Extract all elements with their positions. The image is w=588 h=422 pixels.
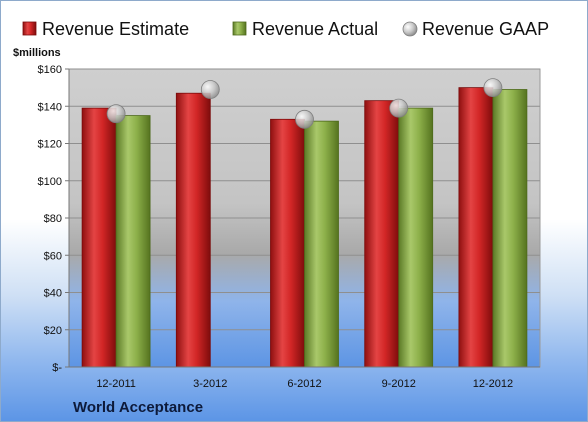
legend: Revenue Estimate Revenue Actual Revenue GA… xyxy=(22,19,549,39)
x-tick-label: 3-2012 xyxy=(193,378,227,390)
y-axis-units-label: $millions xyxy=(13,47,61,59)
y-tick-label: $100 xyxy=(38,176,62,188)
legend-label: Revenue GAAP xyxy=(422,19,549,39)
bar-revenue-actual xyxy=(304,120,339,368)
bar-revenue-estimate xyxy=(175,92,211,368)
bar-group xyxy=(81,87,528,368)
marker-revenue-gaap xyxy=(389,98,409,118)
y-tick-label: $- xyxy=(52,362,62,374)
marker-revenue-gaap xyxy=(295,109,314,129)
legend-swatch xyxy=(232,21,247,36)
y-tick-label: $20 xyxy=(44,325,62,337)
y-tick-label: $80 xyxy=(44,213,62,225)
marker-revenue-gaap xyxy=(483,78,503,98)
y-tick-label: $160 xyxy=(38,64,62,76)
legend-label: Revenue Actual xyxy=(252,19,378,39)
y-tick-label: $60 xyxy=(44,250,62,262)
x-tick-label: 9-2012 xyxy=(382,378,416,390)
marker-revenue-gaap xyxy=(200,80,220,99)
legend-marker xyxy=(402,21,418,37)
gaap-markers xyxy=(106,78,503,129)
legend-label: Revenue Estimate xyxy=(42,19,189,39)
legend-swatch xyxy=(22,21,37,36)
y-tick-label: $120 xyxy=(38,139,62,151)
y-tick-label: $40 xyxy=(44,288,62,300)
bar-revenue-estimate xyxy=(364,100,400,368)
bar-revenue-actual xyxy=(115,115,151,368)
company-label: World Acceptance xyxy=(73,399,203,416)
bar-revenue-estimate xyxy=(81,107,117,368)
x-axis: 12-2011 3-2012 6-2012 9-2012 12-2012 xyxy=(69,366,540,390)
bar-revenue-actual xyxy=(398,107,434,368)
y-tick-label: $140 xyxy=(38,101,62,113)
bar-revenue-actual xyxy=(492,89,528,368)
x-tick-label: 12-2012 xyxy=(473,378,513,390)
bar-revenue-estimate xyxy=(458,87,494,368)
x-tick-label: 6-2012 xyxy=(287,378,321,390)
bar-revenue-estimate xyxy=(270,118,305,368)
y-axis: $- $20 $40 $60 $80 $100 $120 $140 $160 xyxy=(38,64,70,374)
x-tick-label: 12-2011 xyxy=(96,378,136,390)
marker-revenue-gaap xyxy=(106,104,126,124)
